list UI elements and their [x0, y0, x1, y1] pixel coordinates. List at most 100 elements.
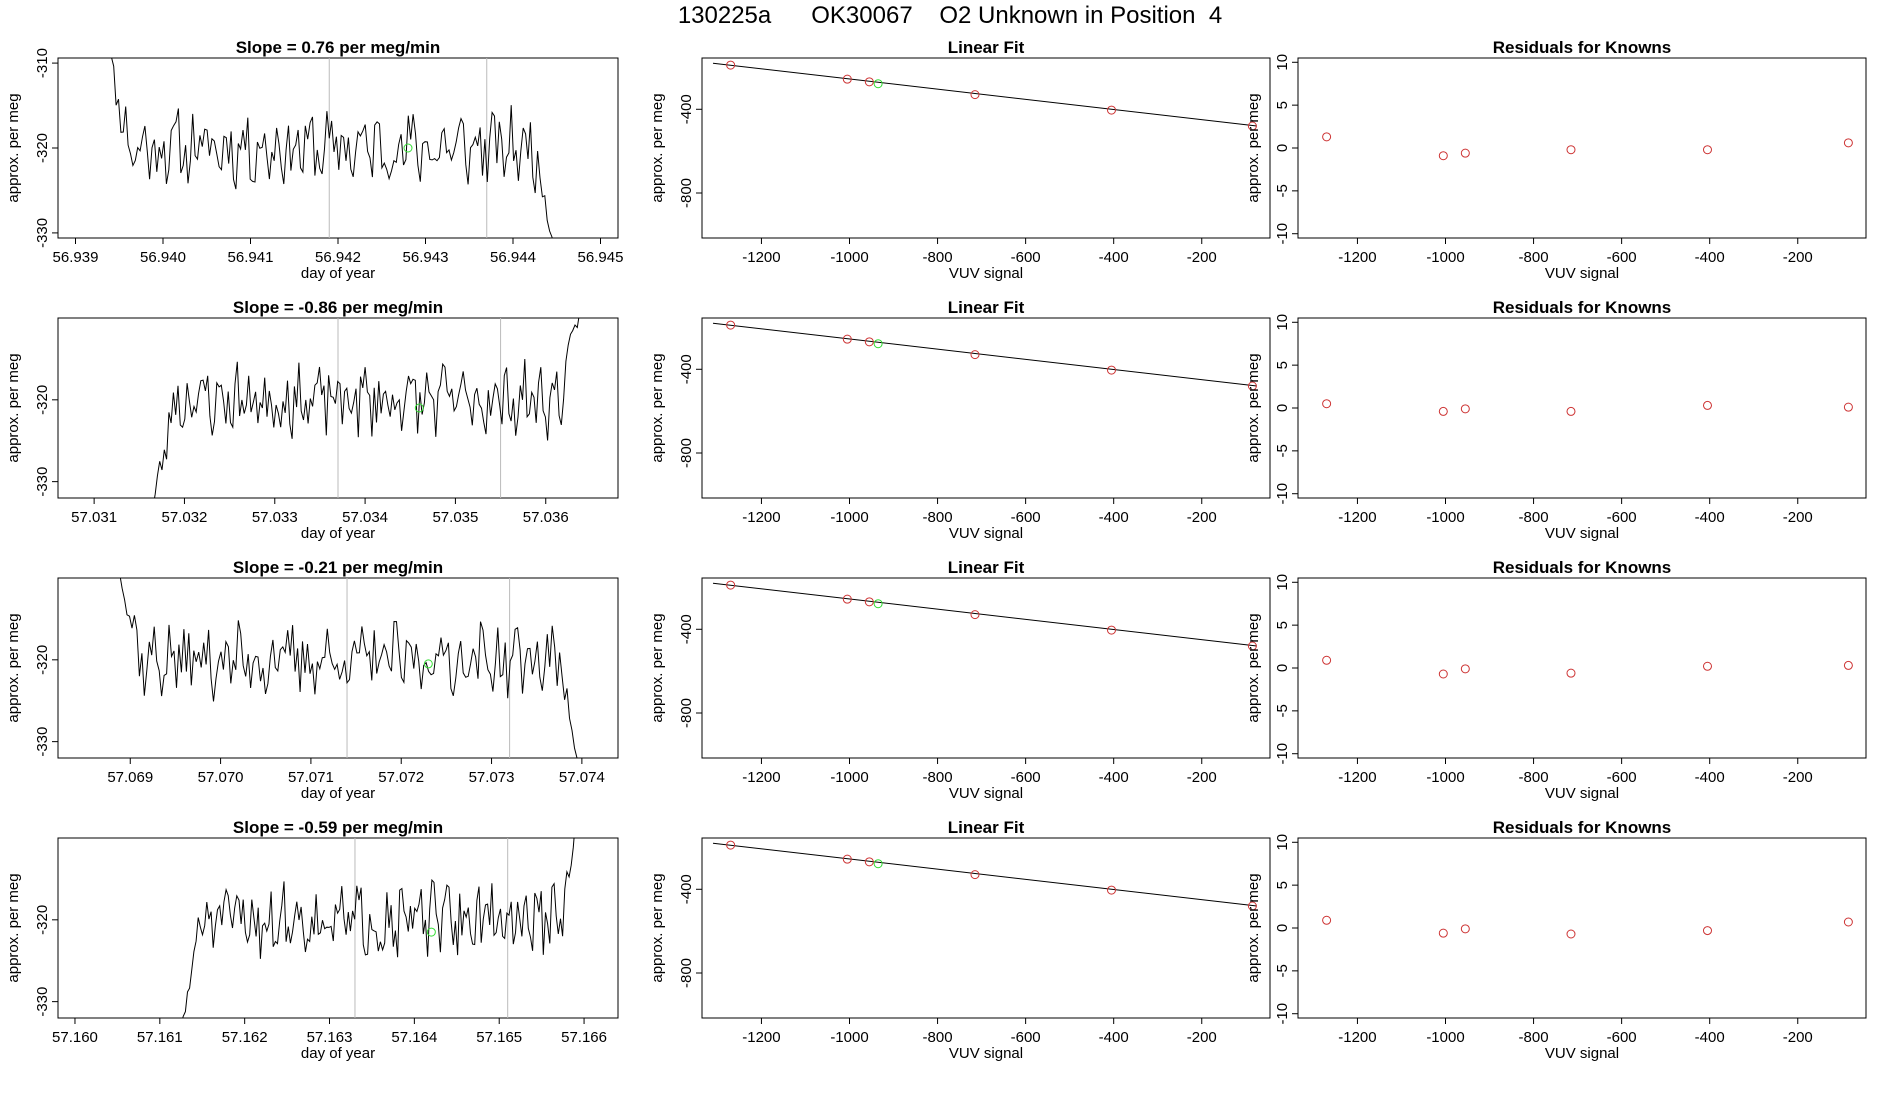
chart-r2c3-x-axis-label: VUV signal — [1545, 525, 1619, 542]
chart-r4c1-y-tick-label: -320 — [34, 905, 51, 935]
chart-r2c1-x-tick-label: 57.033 — [252, 509, 298, 526]
chart-r2c2-known-point — [842, 334, 852, 344]
chart-r4c3-x-tick-label: -600 — [1607, 1029, 1637, 1046]
chart-r3c2-x-tick-label: -1000 — [830, 769, 868, 786]
chart-r1c3-x-tick-label: -600 — [1607, 249, 1637, 266]
chart-r3c1-x-tick-label: 57.073 — [469, 769, 515, 786]
chart-r1c3-y-axis-label: approx. per meg — [1245, 93, 1262, 202]
chart-r1c3-y-tick-label: 10 — [1274, 54, 1291, 71]
chart-r2c1-x-tick-label: 57.034 — [342, 509, 388, 526]
chart-r1c2-x-tick-label: -600 — [1011, 249, 1041, 266]
chart-r3c2-plot-frame — [701, 577, 1271, 759]
chart-r2c2-title: Linear Fit — [948, 298, 1025, 317]
chart-r3c1: Slope = -0.21 per meg/min 57.069 57.070 57.… — [5, 558, 619, 802]
chart-r1c2-x-tick-label: -800 — [923, 249, 953, 266]
chart-r3c2-y-tick-label: -800 — [678, 698, 695, 728]
chart-r3c3-y-tick-label: 10 — [1274, 574, 1291, 591]
chart-r3c3-x-tick-label: -600 — [1607, 769, 1637, 786]
chart-r1c2-known-point — [842, 74, 852, 84]
chart-r3c2-known-point — [864, 597, 874, 607]
chart-r1c1-x-axis-label: day of year — [301, 265, 375, 282]
chart-r3c2-known-point — [726, 580, 736, 590]
chart-r3c1-plot-frame — [57, 577, 619, 759]
chart-r1c2-unknown-point — [873, 79, 883, 89]
chart-r1c2-x-tick-label: -200 — [1187, 249, 1217, 266]
chart-r3c1-x-tick-label: 57.074 — [559, 769, 605, 786]
chart-r4c2-y-tick-label: -800 — [678, 958, 695, 988]
chart-r2c1-plot-area — [154, 318, 580, 498]
chart-r1c2-known-point — [726, 60, 736, 70]
chart-r3c3-y-tick-label: 5 — [1274, 621, 1291, 629]
chart-r3c3-y-tick-label: -10 — [1274, 743, 1291, 765]
chart-r4c2-y-tick-label: -400 — [678, 874, 695, 904]
chart-r3c1-trace-line — [119, 578, 578, 758]
chart-r4c1-y-axis-label: approx. per meg — [5, 873, 22, 982]
chart-r1c3-plot-area — [1322, 132, 1853, 161]
chart-r3c2-fit-line — [712, 582, 1257, 647]
chart-r4c3-x-tick-label: -400 — [1695, 1029, 1725, 1046]
chart-r2c2-known-point — [1106, 365, 1116, 375]
chart-r4c3-plot-area — [1322, 915, 1853, 939]
chart-r3c3-residual-point — [1566, 668, 1576, 678]
chart-r1c2-x-tick-label: -400 — [1099, 249, 1129, 266]
chart-r4c3-x-tick-label: -200 — [1783, 1029, 1813, 1046]
chart-r2c3-residual-point — [1460, 404, 1470, 414]
chart-r4c2-plot-area — [712, 840, 1257, 911]
chart-r4c3-x-tick-label: -1000 — [1426, 1029, 1464, 1046]
chart-r2c2-plot-area — [712, 320, 1257, 391]
chart-r3c1-title: Slope = -0.21 per meg/min — [233, 558, 443, 577]
chart-r4c2-x-tick-label: -800 — [923, 1029, 953, 1046]
chart-r1c2-fit-line — [712, 62, 1257, 127]
chart-r2c3-residual-point — [1322, 399, 1332, 409]
chart-r2c3-y-tick-label: 0 — [1274, 404, 1291, 412]
chart-r3c1-y-tick-label: -320 — [34, 645, 51, 675]
chart-r2c3-residual-point — [1566, 406, 1576, 416]
chart-r3c3-y-tick-label: -5 — [1274, 704, 1291, 717]
chart-r4c1-unknown-point — [426, 927, 436, 937]
chart-r3c3: Residuals for Knowns -1200 -1000 -800 -600 -4… — [1245, 558, 1867, 802]
chart-r3c2-y-axis-label: approx. per meg — [649, 613, 666, 722]
chart-r3c2-x-tick-label: -800 — [923, 769, 953, 786]
chart-r2c3-y-tick-label: 5 — [1274, 361, 1291, 369]
chart-r2c1-x-tick-label: 57.035 — [432, 509, 478, 526]
chart-r3c3-x-tick-label: -1200 — [1338, 769, 1376, 786]
chart-r1c1-y-axis-label: approx. per meg — [5, 93, 22, 202]
chart-r1c2-x-tick-label: -1200 — [742, 249, 780, 266]
chart-r3c3-x-tick-label: -400 — [1695, 769, 1725, 786]
chart-r2c2-known-point — [970, 350, 980, 360]
chart-r1c3-x-tick-label: -1200 — [1338, 249, 1376, 266]
chart-r2c2-x-axis-label: VUV signal — [949, 525, 1023, 542]
chart-r1c3-y-tick-label: -5 — [1274, 184, 1291, 197]
chart-r2c3-residual-point — [1438, 406, 1448, 416]
chart-r1c1-x-tick-label: 56.945 — [578, 249, 624, 266]
chart-r1c1-trace-line — [108, 58, 553, 238]
chart-r4c1-x-tick-label: 57.162 — [222, 1029, 268, 1046]
chart-r2c3-x-tick-label: -600 — [1607, 509, 1637, 526]
chart-r4c1-x-tick-label: 57.166 — [561, 1029, 607, 1046]
chart-r1c2-y-tick-label: -800 — [678, 178, 695, 208]
chart-r4c3-x-tick-label: -800 — [1519, 1029, 1549, 1046]
chart-r2c2-y-axis-label: approx. per meg — [649, 353, 666, 462]
chart-r2c3-plot-frame — [1297, 317, 1867, 499]
chart-r4c1-plot-area — [182, 838, 575, 1018]
chart-r3c3-x-tick-label: -800 — [1519, 769, 1549, 786]
chart-r1c1-plot-area — [108, 58, 553, 238]
chart-r2c1-x-axis-label: day of year — [301, 525, 375, 542]
chart-r4c3-residual-point — [1843, 917, 1853, 927]
chart-r3c3-title: Residuals for Knowns — [1493, 558, 1672, 577]
chart-r2c3-y-tick-label: -10 — [1274, 483, 1291, 505]
chart-r2c3-residual-point — [1702, 400, 1712, 410]
chart-r1c2-known-point — [1247, 121, 1257, 131]
chart-r1c1-x-tick-label: 56.941 — [228, 249, 274, 266]
chart-r4c3-x-tick-label: -1200 — [1338, 1029, 1376, 1046]
chart-r4c2: Linear Fit -1200 -1000 -800 -600 -400 -200 VUV … — [649, 818, 1271, 1062]
chart-r3c1-x-axis-label: day of year — [301, 785, 375, 802]
chart-r3c2-title: Linear Fit — [948, 558, 1025, 577]
chart-r1c1-x-tick-label: 56.940 — [140, 249, 186, 266]
figure-title: 130225a OK30067 O2 Unknown in Position 4 — [677, 2, 1223, 29]
chart-r2c2-x-tick-label: -800 — [923, 509, 953, 526]
chart-r4c2-x-tick-label: -600 — [1011, 1029, 1041, 1046]
chart-r2c1-y-tick-label: -330 — [34, 467, 51, 497]
chart-r1c3-x-tick-label: -400 — [1695, 249, 1725, 266]
chart-r3c2-plot-area — [712, 580, 1257, 651]
